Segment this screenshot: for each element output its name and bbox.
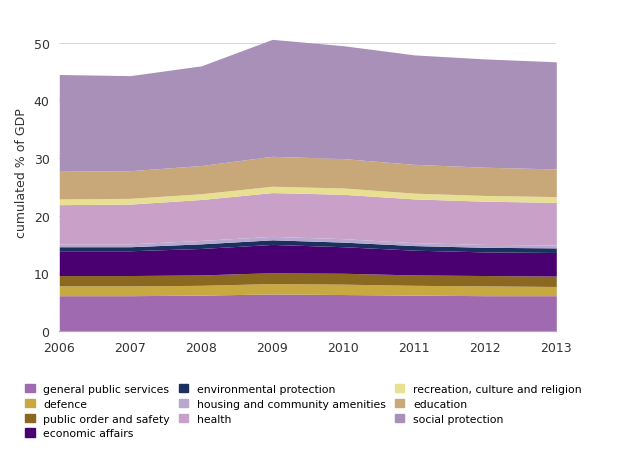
Legend: general public services, defence, public order and safety, economic affairs, env: general public services, defence, public… — [25, 384, 582, 438]
Y-axis label: cumulated % of GDP: cumulated % of GDP — [15, 108, 28, 238]
